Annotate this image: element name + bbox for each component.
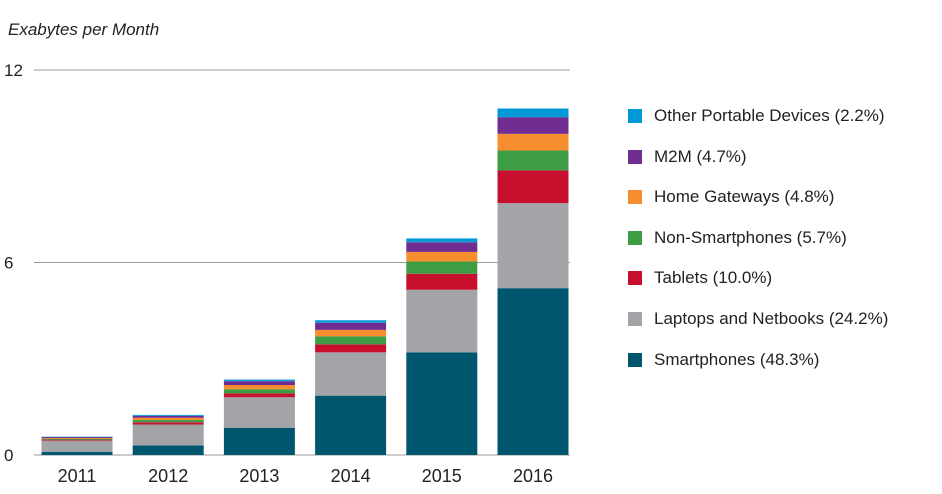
x-tick-label: 2012 [148,466,188,486]
legend-swatch [628,352,642,367]
x-tick-labels: 2011 2012 2013 2014 2015 2016 [58,466,553,486]
bar-segment [497,108,569,118]
bar-segment [315,352,387,396]
legend-label: Laptops and Netbooks (24.2%) [654,308,889,328]
bar-segment [41,437,113,438]
y-axis-label: Exabytes per Month [8,20,160,39]
legend: Other Portable Devices (2.2%) M2M (4.7%) H… [628,104,888,388]
bar-segment [406,273,478,290]
bar-segment [41,440,113,452]
bar-segment [223,393,295,398]
bar-segment [406,238,478,243]
legend-item: Home Gateways (4.8%) [628,185,888,209]
bar-segment [497,170,569,204]
bar-segment [223,381,295,386]
bar-segment [315,322,387,330]
legend-label: Tablets (10.0%) [654,268,773,288]
legend-label: M2M (4.7%) [654,146,747,166]
bar-segment [315,395,387,455]
bar-segment [497,133,569,151]
bar-segment [223,379,295,382]
legend-swatch [628,190,642,205]
bar-segment [223,389,295,394]
bar-segment [132,445,204,455]
bar-segment [406,352,478,455]
bar-segment [406,251,478,262]
legend-swatch [628,271,642,286]
x-tick-label: 2016 [513,466,553,486]
legend-swatch [628,149,642,164]
legend-item: Smartphones (48.3%) [628,348,888,372]
gridlines [34,69,570,456]
bar-segment [132,420,204,423]
bars [41,108,569,455]
legend-item: Tablets (10.0%) [628,266,888,290]
x-tick-label: 2014 [331,466,371,486]
bar-segment [315,320,387,323]
bar-segment [223,385,295,390]
x-tick-label: 2013 [239,466,279,486]
legend-item: Laptops and Netbooks (24.2%) [628,307,888,331]
bar-segment [315,329,387,337]
y-tick-label: 0 [4,446,13,465]
bar-segment [132,424,204,446]
x-tick-label: 2015 [422,466,462,486]
bar-segment [497,288,569,455]
legend-item: Other Portable Devices (2.2%) [628,104,888,128]
legend-swatch [628,109,642,123]
bar-segment [497,203,569,289]
bar-segment [41,439,113,441]
bar-segment [41,451,113,455]
bar-segment [406,289,478,353]
bar-segment [132,415,204,418]
y-tick-label: 12 [4,61,23,80]
legend-swatch [628,311,642,326]
bar-segment [132,422,204,425]
legend-label: Non-Smartphones (5.7%) [654,227,847,247]
bar-segment [497,150,569,171]
legend-item: M2M (4.7%) [628,145,888,169]
bar-segment [41,437,113,439]
bar-segment [315,344,387,353]
bar-segment [406,261,478,274]
bar-segment [223,427,295,455]
legend-swatch [628,230,642,245]
bar-segment [315,336,387,345]
bar-segment [223,397,295,428]
x-tick-label: 2011 [58,466,97,486]
y-tick-labels: 0 6 12 [4,61,23,465]
bar-segment [497,117,569,134]
y-tick-label: 6 [4,254,13,273]
bar-segment [406,242,478,252]
legend-label: Smartphones (48.3%) [654,349,820,369]
legend-label: Other Portable Devices (2.2%) [654,106,885,125]
bar-segment [41,438,113,440]
bar-segment [132,417,204,421]
bar-segment [132,414,204,416]
legend-label: Home Gateways (4.8%) [654,187,835,207]
legend-item: Non-Smartphones (5.7%) [628,226,888,250]
